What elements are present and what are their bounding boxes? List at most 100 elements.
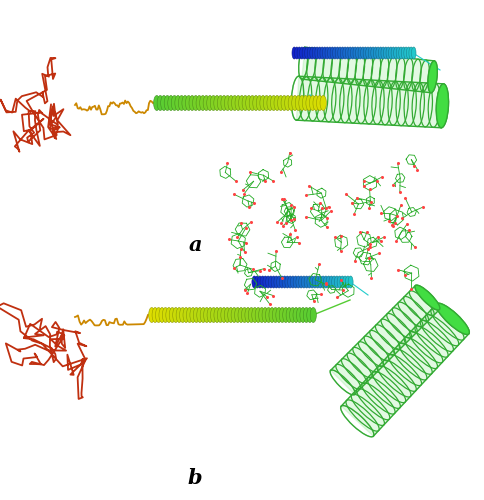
- Ellipse shape: [262, 276, 267, 288]
- Ellipse shape: [312, 276, 317, 288]
- Ellipse shape: [385, 47, 390, 59]
- Ellipse shape: [164, 96, 170, 110]
- Ellipse shape: [403, 47, 408, 59]
- Ellipse shape: [200, 308, 206, 322]
- Ellipse shape: [157, 96, 163, 110]
- Ellipse shape: [303, 276, 308, 288]
- Ellipse shape: [435, 303, 469, 334]
- Polygon shape: [330, 286, 439, 395]
- Ellipse shape: [252, 96, 258, 110]
- Ellipse shape: [224, 96, 230, 110]
- Ellipse shape: [375, 47, 379, 59]
- Ellipse shape: [167, 96, 174, 110]
- Ellipse shape: [342, 47, 347, 59]
- Ellipse shape: [317, 276, 322, 288]
- Ellipse shape: [414, 285, 439, 310]
- Ellipse shape: [182, 96, 188, 110]
- Ellipse shape: [171, 96, 177, 110]
- Ellipse shape: [242, 96, 248, 110]
- Ellipse shape: [279, 276, 284, 288]
- Ellipse shape: [435, 84, 448, 128]
- Ellipse shape: [294, 47, 299, 59]
- Ellipse shape: [282, 308, 288, 322]
- Ellipse shape: [257, 276, 262, 288]
- Ellipse shape: [296, 308, 302, 322]
- Ellipse shape: [254, 276, 259, 288]
- Ellipse shape: [277, 96, 283, 110]
- Ellipse shape: [306, 47, 311, 59]
- Ellipse shape: [348, 276, 352, 288]
- Ellipse shape: [332, 47, 336, 59]
- Ellipse shape: [355, 47, 359, 59]
- Ellipse shape: [174, 96, 181, 110]
- Ellipse shape: [373, 47, 377, 59]
- Ellipse shape: [266, 96, 272, 110]
- Ellipse shape: [287, 96, 294, 110]
- Ellipse shape: [292, 276, 298, 288]
- Ellipse shape: [192, 96, 198, 110]
- Ellipse shape: [234, 308, 240, 322]
- Ellipse shape: [291, 96, 298, 110]
- Text: a: a: [188, 235, 201, 255]
- Ellipse shape: [269, 308, 274, 322]
- Ellipse shape: [251, 276, 257, 288]
- Ellipse shape: [265, 308, 271, 322]
- Ellipse shape: [319, 96, 326, 110]
- Ellipse shape: [305, 96, 312, 110]
- Ellipse shape: [153, 96, 160, 110]
- Ellipse shape: [333, 276, 339, 288]
- Ellipse shape: [334, 47, 339, 59]
- Ellipse shape: [273, 276, 278, 288]
- Ellipse shape: [238, 96, 244, 110]
- Ellipse shape: [179, 308, 185, 322]
- Ellipse shape: [352, 47, 357, 59]
- Ellipse shape: [357, 47, 362, 59]
- Ellipse shape: [328, 276, 333, 288]
- Ellipse shape: [206, 96, 212, 110]
- Ellipse shape: [302, 308, 309, 322]
- Ellipse shape: [287, 276, 292, 288]
- Ellipse shape: [178, 96, 184, 110]
- Ellipse shape: [172, 308, 179, 322]
- Ellipse shape: [224, 308, 230, 322]
- Ellipse shape: [316, 96, 322, 110]
- Ellipse shape: [310, 308, 316, 322]
- Ellipse shape: [295, 96, 301, 110]
- Ellipse shape: [304, 47, 309, 59]
- Ellipse shape: [217, 96, 223, 110]
- Ellipse shape: [217, 308, 223, 322]
- Ellipse shape: [406, 47, 410, 59]
- Ellipse shape: [263, 96, 269, 110]
- Ellipse shape: [295, 276, 300, 288]
- Ellipse shape: [408, 47, 413, 59]
- Ellipse shape: [365, 47, 369, 59]
- Ellipse shape: [323, 276, 328, 288]
- Ellipse shape: [393, 47, 397, 59]
- Ellipse shape: [259, 96, 266, 110]
- Ellipse shape: [324, 47, 329, 59]
- Ellipse shape: [196, 96, 202, 110]
- Ellipse shape: [235, 96, 241, 110]
- Ellipse shape: [427, 61, 437, 92]
- Ellipse shape: [210, 96, 216, 110]
- Ellipse shape: [220, 96, 227, 110]
- Ellipse shape: [213, 96, 220, 110]
- Ellipse shape: [330, 47, 334, 59]
- Ellipse shape: [238, 308, 243, 322]
- Ellipse shape: [203, 96, 209, 110]
- Ellipse shape: [383, 47, 387, 59]
- Ellipse shape: [162, 308, 168, 322]
- Ellipse shape: [284, 276, 289, 288]
- Ellipse shape: [255, 308, 261, 322]
- Ellipse shape: [320, 276, 325, 288]
- Ellipse shape: [231, 96, 237, 110]
- Ellipse shape: [159, 308, 165, 322]
- Text: b: b: [187, 468, 202, 488]
- Ellipse shape: [271, 276, 275, 288]
- Ellipse shape: [340, 47, 344, 59]
- Ellipse shape: [363, 47, 367, 59]
- Ellipse shape: [339, 276, 344, 288]
- Polygon shape: [296, 76, 443, 128]
- Ellipse shape: [315, 276, 319, 288]
- Ellipse shape: [309, 276, 314, 288]
